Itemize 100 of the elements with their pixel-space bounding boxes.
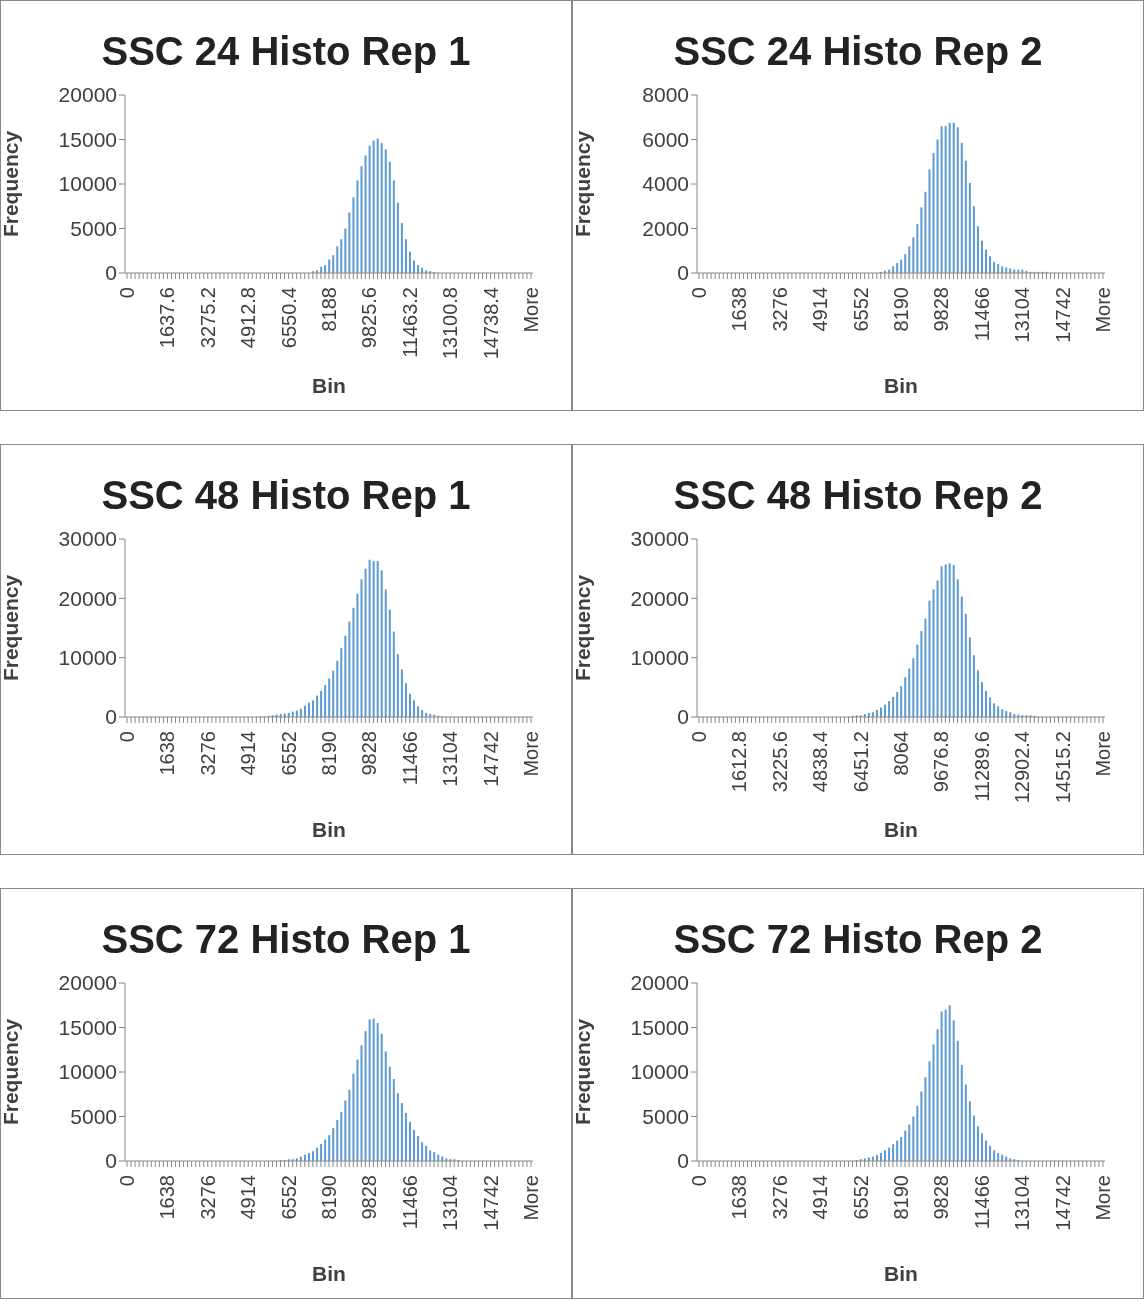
x-tick-label: 11466 (970, 287, 993, 342)
x-axis-title: Bin (312, 374, 346, 397)
x-tick-label: 9676.8 (930, 731, 953, 793)
y-tick-label: 30000 (58, 527, 117, 551)
y-tick-label: 15000 (58, 1015, 117, 1039)
x-tick-label: 1612.8 (728, 731, 751, 793)
y-tick-label: 20000 (58, 971, 117, 995)
x-tick-label: 4912.8 (237, 287, 260, 349)
x-tick-label: 11466 (398, 731, 421, 786)
chart-title: SSC 48 Histo Rep 1 (100, 473, 472, 519)
x-tick-label: 13100.8 (439, 287, 462, 360)
y-tick-label: 20000 (630, 586, 689, 610)
x-axis-title: Bin (884, 374, 918, 397)
y-tick-label: 20000 (630, 971, 689, 995)
x-tick-label: 3276 (196, 1175, 219, 1220)
x-tick-label: 11466 (970, 1175, 993, 1230)
x-tick-label: 14742 (1051, 1175, 1074, 1231)
x-tick-label: 11466 (398, 1175, 421, 1230)
y-tick-label: 15000 (58, 127, 117, 151)
x-tick-label: 9828 (358, 1175, 381, 1220)
x-tick-label: 3276 (768, 287, 791, 332)
x-axis-title: Bin (312, 818, 346, 841)
x-tick-label: 0 (116, 287, 139, 299)
x-tick-label: 9828 (930, 1175, 953, 1220)
y-tick-label: 10000 (58, 172, 117, 196)
x-tick-label: 1638 (156, 1175, 179, 1220)
y-axis-title: Frequency (0, 1018, 23, 1126)
x-tick-label: 6552 (849, 287, 872, 332)
x-tick-label: 0 (116, 731, 139, 743)
x-tick-label: 9828 (358, 731, 381, 776)
x-tick-label: 6552 (277, 1175, 300, 1220)
x-tick-label: 6552 (277, 731, 300, 776)
x-tick-label: 0 (116, 1175, 139, 1187)
x-tick-label: 3225.6 (768, 731, 791, 793)
x-tick-label: 9828 (930, 287, 953, 332)
x-tick-label: 4838.4 (809, 731, 832, 793)
x-tick-label: More (519, 1175, 542, 1221)
x-tick-label: More (1091, 1175, 1114, 1221)
y-axis-title: Frequency (571, 574, 595, 682)
x-tick-label: 8190 (890, 1175, 912, 1220)
x-tick-label: More (1091, 287, 1114, 333)
y-axis-title: Frequency (571, 1018, 595, 1126)
x-tick-label: More (519, 731, 542, 777)
chart-title: SSC 72 Histo Rep 2 (672, 917, 1044, 963)
x-tick-label: 8190 (890, 287, 912, 332)
y-axis-title: Frequency (571, 130, 595, 238)
x-tick-label: 14742 (479, 1175, 502, 1231)
x-tick-label: 13104 (1011, 1175, 1034, 1231)
x-tick-label: 4914 (237, 731, 260, 776)
y-tick-label: 20000 (58, 586, 117, 610)
x-tick-label: More (519, 287, 542, 333)
x-tick-label: 13104 (439, 731, 462, 787)
x-tick-label: 6550.4 (277, 287, 300, 349)
x-tick-label: 12902.4 (1011, 731, 1034, 804)
y-tick-label: 10000 (58, 646, 117, 670)
chart-title: SSC 24 Histo Rep 1 (100, 29, 472, 75)
y-tick-label: 5000 (70, 1104, 117, 1128)
x-tick-label: 4914 (237, 1175, 260, 1220)
x-tick-label: 6451.2 (849, 731, 872, 793)
x-tick-label: 11289.6 (970, 731, 993, 802)
y-tick-label: 10000 (630, 646, 689, 670)
y-tick-label: 8000 (642, 83, 689, 107)
x-tick-label: 14738.4 (479, 287, 502, 360)
x-tick-label: 8188 (318, 287, 340, 332)
x-tick-label: More (1091, 731, 1114, 777)
x-tick-label: 1637.6 (156, 287, 179, 349)
y-axis-title: Frequency (0, 130, 23, 238)
x-tick-label: 0 (688, 731, 711, 743)
y-tick-label: 15000 (630, 1015, 689, 1039)
x-tick-label: 3275.2 (196, 287, 219, 349)
x-tick-label: 14515.2 (1051, 731, 1074, 804)
y-tick-label: 10000 (58, 1060, 117, 1084)
x-tick-label: 1638 (728, 1175, 751, 1220)
x-tick-label: 13104 (1011, 287, 1034, 343)
x-tick-label: 14742 (1051, 287, 1074, 343)
chart-title: SSC 24 Histo Rep 2 (672, 29, 1044, 75)
x-tick-label: 1638 (156, 731, 179, 776)
x-tick-label: 11463.2 (398, 287, 421, 358)
y-tick-label: 4000 (642, 172, 689, 196)
x-axis-title: Bin (884, 1262, 918, 1285)
x-tick-label: 0 (688, 1175, 711, 1187)
chart-title: SSC 72 Histo Rep 1 (100, 917, 472, 963)
x-tick-label: 8064 (890, 731, 912, 776)
x-tick-label: 0 (688, 287, 711, 299)
y-tick-label: 5000 (642, 1104, 689, 1128)
x-axis-title: Bin (312, 1262, 346, 1285)
x-tick-label: 3276 (768, 1175, 791, 1220)
x-tick-label: 3276 (196, 731, 219, 776)
y-tick-label: 30000 (630, 527, 689, 551)
x-tick-label: 8190 (318, 731, 340, 776)
y-tick-label: 2000 (642, 216, 689, 240)
y-tick-label: 10000 (630, 1060, 689, 1084)
x-tick-label: 6552 (849, 1175, 872, 1220)
x-tick-label: 4914 (809, 287, 832, 332)
x-tick-label: 13104 (439, 1175, 462, 1231)
x-axis-title: Bin (884, 818, 918, 841)
y-axis-title: Frequency (0, 574, 23, 682)
x-tick-label: 14742 (479, 731, 502, 787)
y-tick-label: 5000 (70, 216, 117, 240)
y-tick-label: 6000 (642, 127, 689, 151)
